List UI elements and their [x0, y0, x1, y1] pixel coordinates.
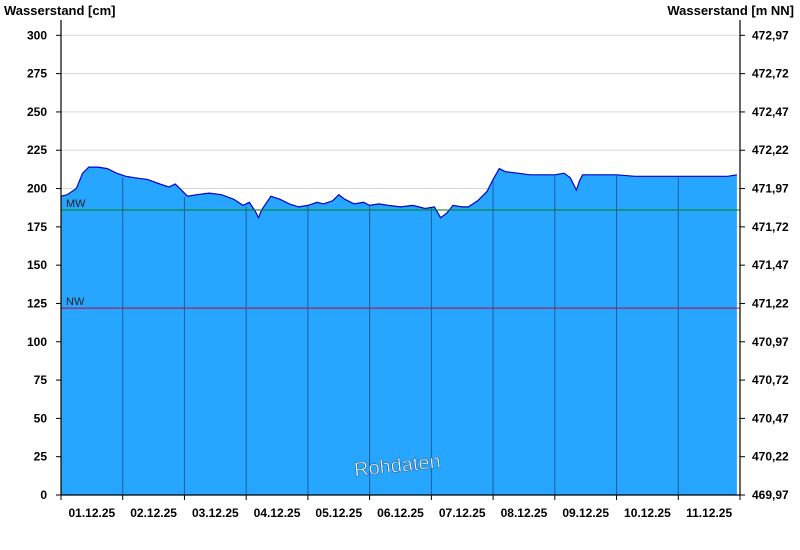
reference-label-nw: NW: [66, 296, 85, 308]
area-layer: [60, 166, 737, 495]
y-axis-title-right: Wasserstand [m NN]: [667, 3, 794, 18]
y-tick-label-left: 300: [27, 28, 47, 42]
y-tick-label-right: 470,97: [752, 335, 789, 349]
y-tick-label-left: 150: [27, 258, 47, 272]
x-tick-label: 11.12.25: [686, 506, 732, 520]
x-tick-label: 09.12.25: [562, 506, 609, 520]
y-tick-label-right: 470,72: [752, 373, 789, 387]
reference-label-mw: MW: [66, 198, 86, 210]
y-tick-label-left: 175: [27, 220, 47, 234]
x-tick-label: 04.12.25: [254, 506, 301, 520]
y-tick-label-right: 471,47: [752, 258, 789, 272]
y-tick-label-right: 472,97: [752, 28, 789, 42]
x-tick-label: 05.12.25: [315, 506, 362, 520]
y-tick-label-left: 225: [27, 143, 47, 157]
y-tick-label-right: 470,22: [752, 450, 789, 464]
y-tick-label-right: 472,72: [752, 67, 789, 81]
y-tick-label-right: 471,72: [752, 220, 789, 234]
y-tick-label-left: 200: [27, 182, 47, 196]
x-tick-label: 02.12.25: [130, 506, 177, 520]
y-tick-label-right: 469,97: [752, 488, 789, 502]
y-tick-label-right: 471,97: [752, 182, 789, 196]
y-tick-label-left: 0: [40, 488, 47, 502]
axes: 0 469,97 25 470,22 50 470,47 75 470,72 100 470,97…: [27, 20, 789, 520]
reference-lines: MW NW: [61, 198, 740, 309]
y-tick-label-left: 25: [34, 450, 48, 464]
x-tick-label: 10.12.25: [624, 506, 671, 520]
water-level-line: [60, 166, 737, 220]
day-separators: [122, 175, 679, 495]
x-tick-label: 03.12.25: [192, 506, 239, 520]
y-tick-label-right: 471,22: [752, 296, 789, 310]
y-tick-label-right: 472,22: [752, 143, 789, 157]
x-tick-label: 06.12.25: [377, 506, 424, 520]
y-tick-label-left: 75: [34, 373, 48, 387]
y-axis-title-left: Wasserstand [cm]: [4, 3, 116, 18]
y-tick-label-left: 100: [27, 335, 47, 349]
x-tick-label: 08.12.25: [501, 506, 548, 520]
x-tick-label: 01.12.25: [69, 506, 116, 520]
y-tick-label-left: 125: [27, 296, 47, 310]
y-tick-label-left: 275: [27, 67, 47, 81]
y-tick-label-left: 50: [34, 411, 48, 425]
x-tick-label: 07.12.25: [439, 506, 486, 520]
water-level-area: [61, 167, 737, 495]
y-tick-label-left: 250: [27, 105, 47, 119]
y-tick-label-right: 472,47: [752, 105, 789, 119]
y-tick-label-right: 470,47: [752, 411, 789, 425]
